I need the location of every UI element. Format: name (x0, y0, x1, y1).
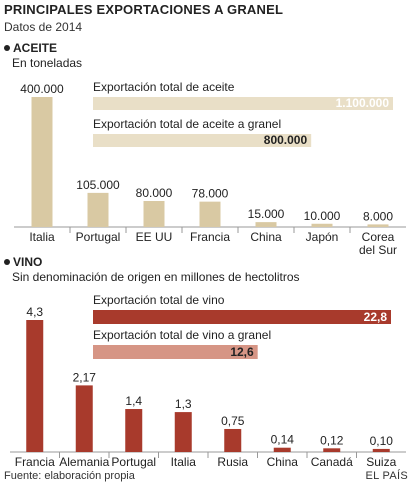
category-label: Corea (362, 230, 395, 244)
bar-Portugal (87, 192, 109, 227)
bar-Rusia (224, 428, 242, 452)
total-value: 800.000 (264, 133, 308, 147)
bar-EE UU (143, 201, 165, 227)
total-bar (93, 134, 312, 147)
data-label: 4,3 (26, 305, 43, 319)
category-label: Francia (15, 455, 55, 469)
total-bar (93, 310, 391, 324)
category-label: Portugal (111, 455, 156, 469)
total-label: Exportación total de aceite (93, 80, 235, 94)
category-label: China (250, 230, 282, 244)
data-label: 78.000 (192, 187, 229, 201)
section-title-aceite: ACEITE (13, 41, 58, 55)
source-note: Fuente: elaboración propia (4, 470, 135, 482)
bar-China (273, 447, 291, 452)
data-label: 0,12 (320, 433, 344, 447)
bullet-icon (4, 45, 10, 51)
bar-Portugal (125, 409, 143, 452)
section-header-vino: VINO (4, 255, 42, 269)
bar-Suiza (372, 448, 390, 452)
bar-Francia (199, 201, 221, 227)
bar-Italia (31, 97, 53, 227)
category-label: Alemania (59, 455, 109, 469)
bar-Japón (311, 223, 333, 227)
data-label: 80.000 (136, 186, 173, 200)
bar-Francia (26, 320, 44, 452)
section-title-vino: VINO (13, 255, 43, 269)
category-label: del Sur (359, 243, 397, 257)
category-label: Francia (190, 230, 230, 244)
total-value: 1.100.000 (336, 96, 390, 110)
category-label: Suiza (366, 455, 396, 469)
data-label: 8.000 (363, 209, 393, 223)
section-header-aceite: ACEITE (4, 41, 57, 55)
data-label: 0,14 (271, 433, 295, 447)
total-label: Exportación total de vino a granel (93, 328, 271, 342)
category-label: Italia (171, 455, 197, 469)
bar-China (255, 222, 277, 227)
data-label: 105.000 (76, 178, 120, 192)
total-bar (93, 345, 258, 359)
total-bar (93, 97, 393, 110)
total-label: Exportación total de vino (93, 293, 225, 307)
total-label: Exportación total de aceite a granel (93, 117, 281, 131)
chart-subtitle: Datos de 2014 (4, 20, 83, 34)
data-label: 1,4 (125, 394, 142, 408)
chart-title: PRINCIPALES EXPORTACIONES A GRANEL (4, 2, 284, 17)
bar-Alemania (75, 385, 93, 452)
data-label: 2,17 (73, 370, 97, 384)
data-label: 1,3 (175, 397, 192, 411)
category-label: EE UU (136, 230, 173, 244)
data-label: 0,75 (221, 414, 245, 428)
section-subtitle-aceite: En toneladas (12, 56, 83, 70)
data-label: 15.000 (248, 207, 285, 221)
category-label: Rusia (217, 455, 248, 469)
section-subtitle-vino: Sin denominación de origen en millones d… (12, 270, 300, 284)
total-value: 12,6 (230, 345, 254, 359)
data-label: 0,10 (370, 434, 394, 448)
category-label: Portugal (76, 230, 121, 244)
data-label: 10.000 (304, 209, 341, 223)
brand-logo: EL PAÍS (365, 470, 408, 482)
bar-Canadá (323, 448, 341, 452)
category-label: Japón (306, 230, 339, 244)
bar-Italia (174, 412, 192, 452)
category-label: Canadá (311, 455, 353, 469)
total-value: 22,8 (364, 310, 388, 324)
category-label: Italia (29, 230, 55, 244)
bar-Corea del Sur (367, 224, 389, 227)
data-label: 400.000 (20, 82, 64, 96)
category-label: China (267, 455, 299, 469)
bullet-icon (4, 259, 10, 265)
